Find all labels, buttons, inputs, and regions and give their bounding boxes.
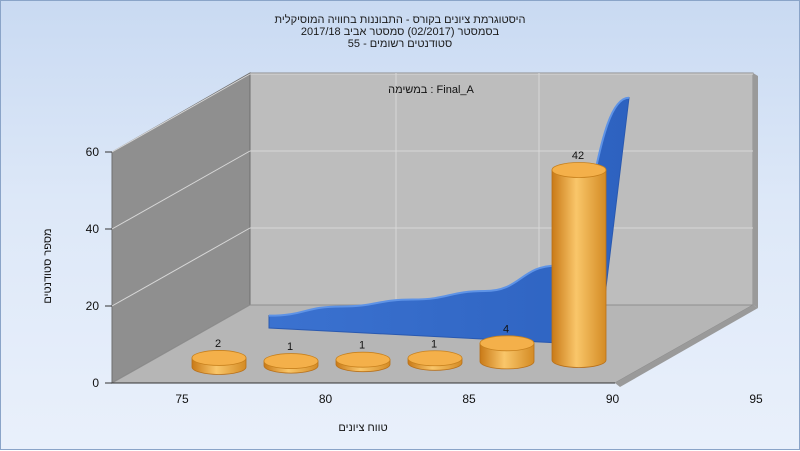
tick-labels: 02040607580859095100: [86, 145, 763, 406]
grid: [111, 73, 753, 307]
x-tick-label-85: 85: [462, 392, 476, 406]
bar-top-95: [407, 350, 463, 367]
data-label-105: 42: [572, 150, 584, 162]
x-axis-title: טווח ציונים: [338, 422, 387, 434]
gridline-y-60: [111, 73, 251, 153]
chart-title: היסטוגרמת ציונים בקורס - התבוננות בחוויה…: [274, 14, 526, 26]
data-label-80: 2: [215, 338, 221, 350]
bar-top-80: [191, 350, 247, 366]
bar-top-100: [479, 335, 535, 352]
chart-subtitle-2: סטודנטים רשומים - 55: [347, 38, 453, 50]
bar-85: 1: [263, 341, 319, 374]
y-tick-label-20: 20: [86, 299, 100, 313]
y-tick-label-0: 0: [92, 376, 99, 390]
y-axis-title: מספר סטודנטים: [42, 228, 54, 303]
bar-top-90: [335, 351, 391, 368]
data-label-90: 1: [359, 340, 365, 352]
wall-edge: [753, 73, 758, 308]
gridline-y-20: [111, 227, 251, 307]
chart-annotation: במשימה : Final_A: [388, 84, 474, 96]
floor-edge: [615, 305, 758, 387]
x-tick-label-75: 75: [175, 392, 189, 406]
back-wall: [249, 72, 754, 306]
bar-95: 1: [407, 338, 463, 371]
gridline-y-40: [111, 150, 251, 230]
data-label-95: 1: [431, 338, 437, 350]
bar-105: 42: [551, 150, 607, 368]
data-label-85: 1: [287, 341, 293, 353]
bar-top-105: [551, 162, 607, 178]
x-tick-label-80: 80: [319, 392, 333, 406]
x-tick-label-90: 90: [606, 392, 620, 406]
bar-80: 2: [191, 338, 247, 375]
chart-subtitle-1: בסמסטר (02/2017) סמסטר אביב 2017/18: [300, 26, 500, 38]
bar-body-105: [551, 169, 607, 368]
data-label-100: 4: [503, 323, 509, 335]
x-tick-label-95: 95: [749, 392, 763, 406]
bar-90: 1: [335, 340, 391, 373]
bar-100: 4: [479, 323, 535, 370]
y-tick-label-60: 60: [86, 145, 100, 159]
y-tick-label-40: 40: [86, 222, 100, 236]
bar-top-85: [263, 353, 319, 369]
bars: 2 1 1 1 4 42: [191, 150, 607, 375]
